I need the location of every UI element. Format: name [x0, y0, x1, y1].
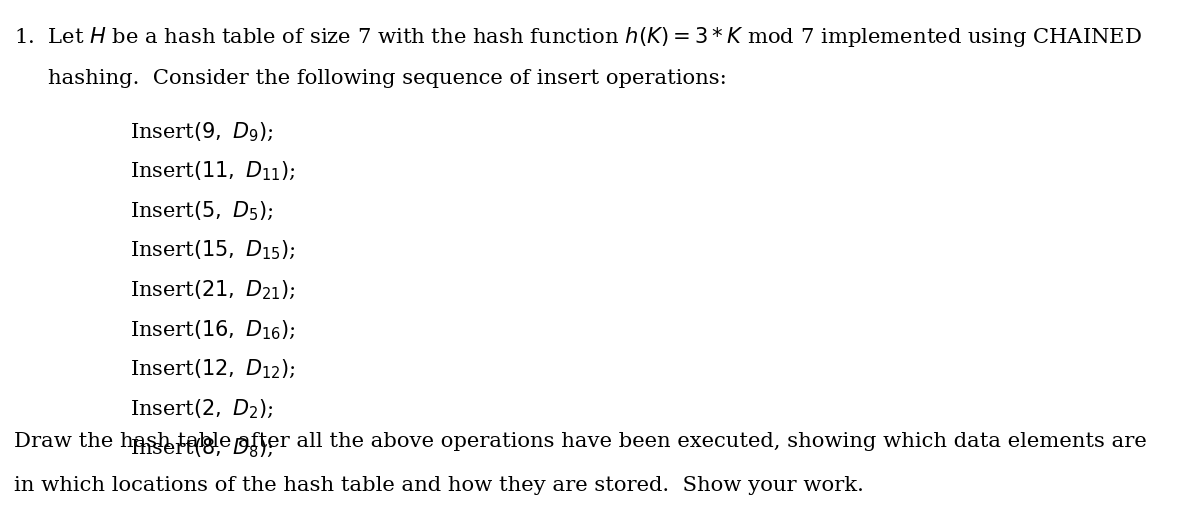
Text: Insert$(8,\ \mathit{D}_8)$;: Insert$(8,\ \mathit{D}_8)$;: [130, 437, 272, 460]
Text: Insert$(12,\ \mathit{D}_{12})$;: Insert$(12,\ \mathit{D}_{12})$;: [130, 358, 295, 381]
Text: Insert$(2,\ \mathit{D}_2)$;: Insert$(2,\ \mathit{D}_2)$;: [130, 397, 272, 421]
Text: Insert$(11,\ \mathit{D}_{11})$;: Insert$(11,\ \mathit{D}_{11})$;: [130, 160, 295, 183]
Text: Draw the hash table after all the above operations have been executed, showing w: Draw the hash table after all the above …: [14, 432, 1147, 451]
Text: Insert$(16,\ \mathit{D}_{16})$;: Insert$(16,\ \mathit{D}_{16})$;: [130, 318, 295, 342]
Text: Insert$(5,\ \mathit{D}_5)$;: Insert$(5,\ \mathit{D}_5)$;: [130, 200, 272, 223]
Text: Insert$(15,\ \mathit{D}_{15})$;: Insert$(15,\ \mathit{D}_{15})$;: [130, 239, 295, 263]
Text: hashing.  Consider the following sequence of insert operations:: hashing. Consider the following sequence…: [48, 69, 727, 88]
Text: Insert$(9,\ \mathit{D}_9)$;: Insert$(9,\ \mathit{D}_9)$;: [130, 121, 272, 144]
Text: Insert$(21,\ \mathit{D}_{21})$;: Insert$(21,\ \mathit{D}_{21})$;: [130, 279, 295, 302]
Text: in which locations of the hash table and how they are stored.  Show your work.: in which locations of the hash table and…: [14, 476, 864, 495]
Text: 1.  Let $\mathit{H}$ be a hash table of size 7 with the hash function $\mathit{h: 1. Let $\mathit{H}$ be a hash table of s…: [14, 25, 1142, 49]
